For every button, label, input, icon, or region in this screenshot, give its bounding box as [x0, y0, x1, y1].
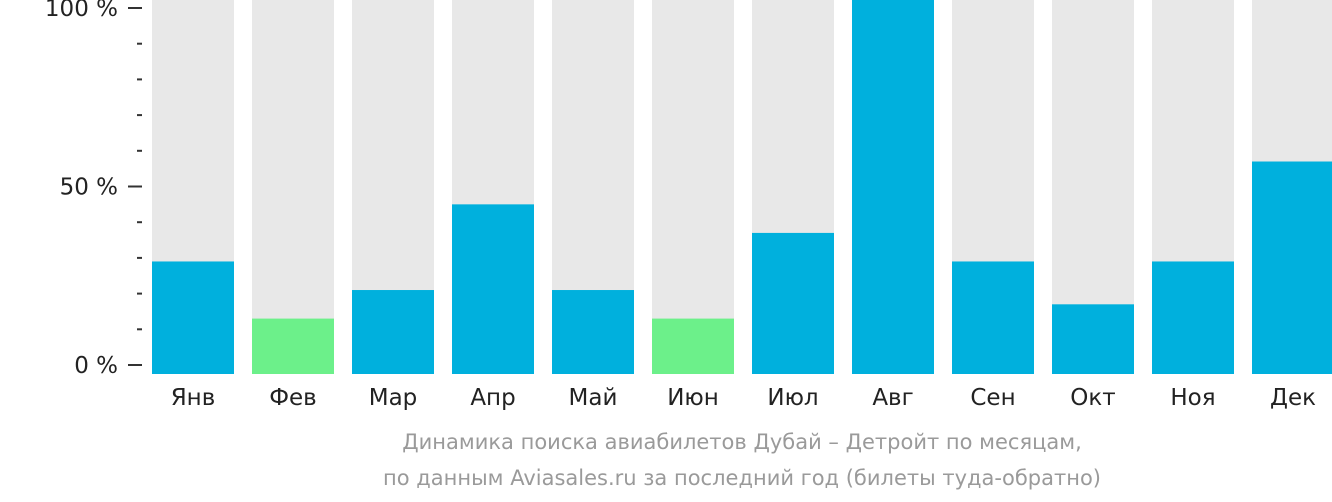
x-tick-label-5: Июн	[667, 385, 719, 411]
x-tick-label-11: Дек	[1270, 385, 1316, 411]
y-tick-label-1: 50 %	[60, 175, 118, 201]
bar-4	[552, 290, 634, 374]
bar-6	[752, 232, 834, 374]
x-tick-label-9: Окт	[1070, 385, 1115, 411]
x-tick-label-6: Июл	[767, 385, 818, 411]
x-tick-label-8: Сен	[970, 385, 1015, 411]
bar-2	[352, 290, 434, 374]
bar-9	[1052, 304, 1134, 374]
y-tick-label-0: 0 %	[74, 353, 118, 379]
x-tick-label-0: Янв	[171, 385, 216, 411]
bar-8	[952, 261, 1034, 374]
x-tick-label-7: Авг	[872, 385, 913, 411]
x-tick-label-4: Май	[569, 385, 618, 411]
x-tick-label-1: Фев	[269, 385, 317, 411]
bar-10	[1152, 261, 1234, 374]
chart-caption-line-1: Динамика поиска авиабилетов Дубай – Детр…	[402, 430, 1082, 454]
bar-chart: Янв Фев Мар Апр Май Июн Июл Авг Сен Окт Ноя Дек 0 % 5…	[45, 0, 1332, 411]
bar-3	[452, 204, 534, 374]
bar-background-5	[652, 0, 734, 374]
x-tick-label-2: Мар	[369, 385, 418, 411]
chart-caption-line-2: по данным Aviasales.ru за последний год …	[383, 466, 1101, 490]
bar-7	[852, 0, 934, 374]
bar-5	[652, 318, 734, 374]
y-tick-label-2: 100 %	[45, 0, 118, 22]
bar-background-1	[252, 0, 334, 374]
x-tick-label-3: Апр	[470, 385, 515, 411]
bar-11	[1252, 161, 1332, 374]
bar-1	[252, 318, 334, 374]
x-tick-label-10: Ноя	[1170, 385, 1215, 411]
bar-0	[152, 261, 234, 374]
